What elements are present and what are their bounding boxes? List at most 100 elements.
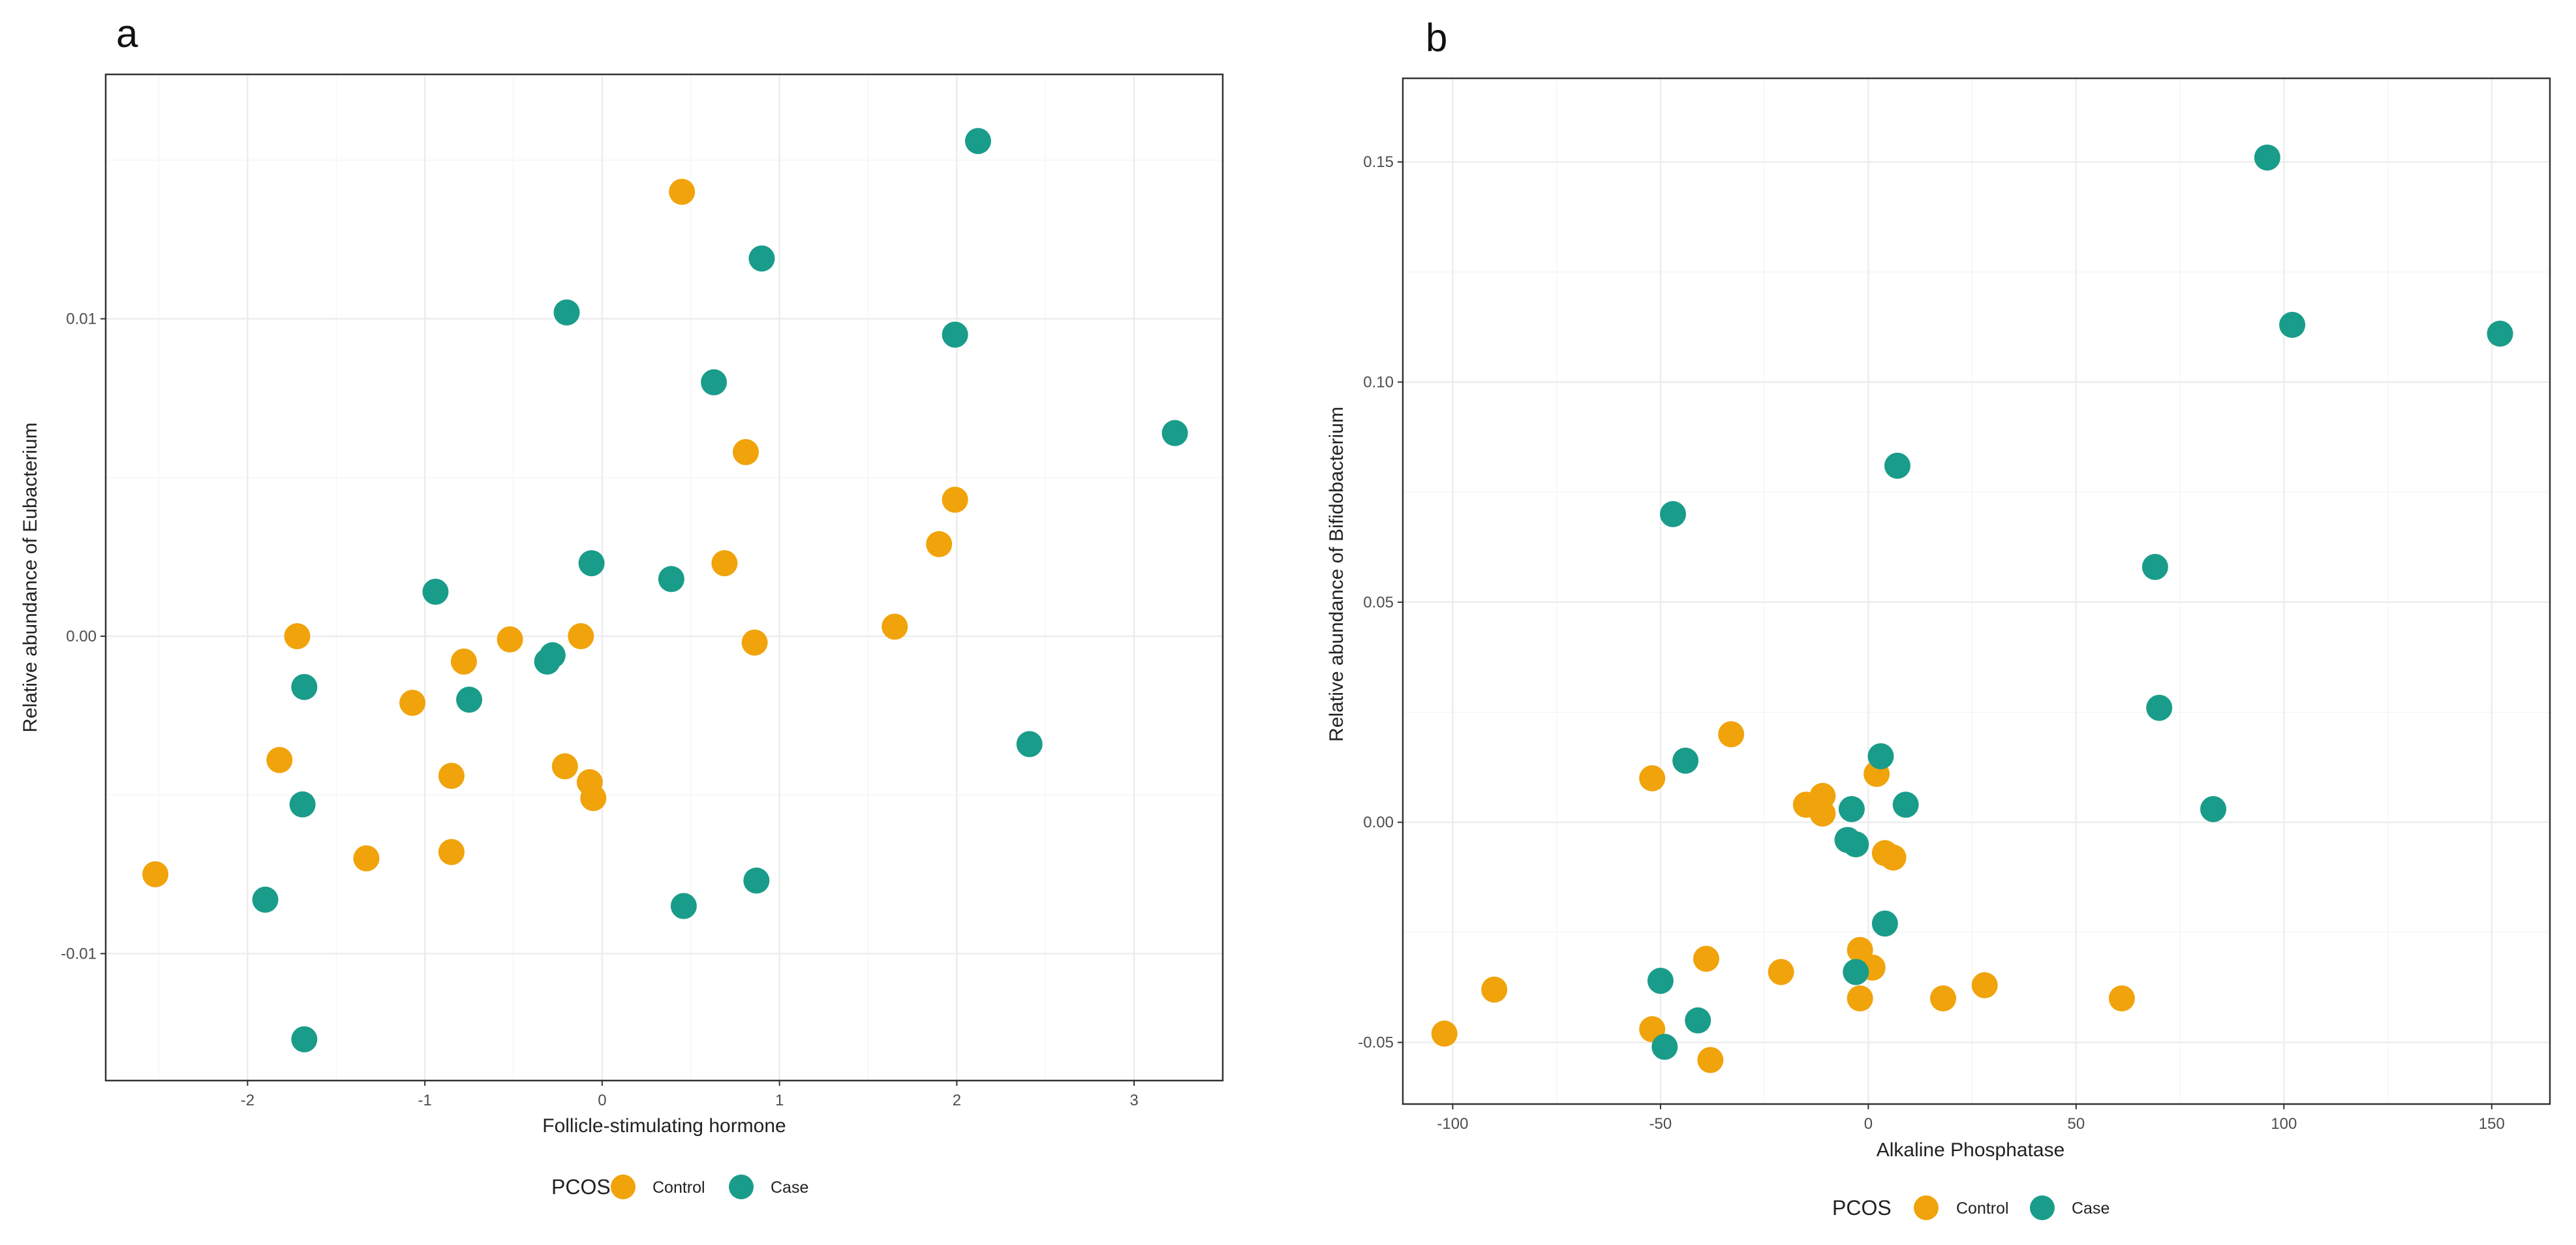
panel-b-x-axis-title: Alkaline Phosphatase: [1877, 1139, 2065, 1161]
y-tick-label: -0.05: [1358, 1034, 1394, 1052]
panel-a-points: [142, 128, 1188, 1053]
panel-a-legend-title: PCOS: [551, 1175, 611, 1199]
data-point-control: [1693, 945, 1719, 972]
x-tick-label: 100: [2271, 1115, 2297, 1133]
data-point-control: [1971, 972, 1998, 998]
data-point-control: [1718, 721, 1745, 748]
x-tick-label: 50: [2068, 1115, 2085, 1133]
data-point-control: [568, 622, 594, 649]
panel-b-legend: PCOS Control Case: [1832, 1195, 2109, 1220]
data-point-control: [438, 838, 465, 865]
data-point-control: [1431, 1021, 1458, 1047]
data-point-case: [1651, 1034, 1678, 1060]
data-point-case: [1843, 831, 1869, 857]
panel-a-legend-case-label: Case: [771, 1178, 808, 1197]
data-point-case: [1838, 795, 1865, 822]
data-point-control: [1880, 844, 1907, 871]
x-tick-label: 1: [775, 1092, 784, 1109]
y-tick-label: 0.15: [1363, 153, 1394, 171]
y-tick-label: 0.00: [66, 628, 97, 645]
panel-b-scatter-chart: -100 -50 0 50 100 150 -0.05 0.00 0.05 0.10 0.15 A…: [1326, 77, 2551, 1220]
panel-a-scatter-chart: -2 -1 0 1 2 3 -0.01 0.00 0.01 Follicle-stimulat…: [20, 73, 1224, 1199]
data-point-case: [291, 673, 318, 700]
data-point-control: [733, 438, 759, 465]
data-point-case: [422, 578, 449, 605]
x-tick-label: 0: [598, 1092, 606, 1109]
x-tick-label: -1: [418, 1092, 431, 1109]
data-point-case: [2254, 144, 2280, 171]
panel-b-points: [1431, 144, 2513, 1073]
data-point-control: [926, 530, 953, 557]
data-point-case: [701, 369, 728, 395]
data-point-control: [284, 622, 311, 649]
data-point-control: [741, 629, 768, 656]
data-point-control: [711, 550, 738, 577]
data-point-control: [266, 746, 293, 773]
data-point-case: [2200, 795, 2227, 822]
y-tick-label: 0.10: [1363, 374, 1394, 392]
data-point-case: [1867, 743, 1894, 770]
data-point-case: [2141, 553, 2168, 580]
data-point-case: [1647, 968, 1674, 994]
data-point-case: [578, 550, 605, 577]
data-point-control: [1768, 959, 1794, 985]
panel-a-letter: a: [116, 12, 138, 55]
data-point-case: [658, 566, 684, 592]
x-tick-label: -50: [1649, 1115, 1672, 1133]
data-point-control: [2108, 985, 2135, 1012]
data-point-case: [942, 321, 968, 348]
data-point-control: [1809, 800, 1836, 827]
y-tick-label: -0.01: [61, 945, 97, 962]
data-point-case: [1685, 1007, 1711, 1034]
data-point-case: [456, 686, 483, 713]
data-point-case: [1672, 747, 1699, 774]
data-point-case: [2487, 320, 2513, 347]
data-point-control: [580, 785, 607, 812]
data-point-case: [964, 128, 991, 155]
panel-a-legend-control-label: Control: [652, 1178, 705, 1197]
data-point-control: [399, 690, 426, 716]
data-point-case: [1660, 500, 1687, 527]
data-point-control: [1847, 985, 1873, 1012]
panel-b-legend-case-swatch: [2030, 1195, 2055, 1220]
data-point-case: [1892, 792, 1919, 818]
data-point-case: [1871, 910, 1898, 937]
panel-a-legend-case-swatch: [729, 1175, 754, 1199]
data-point-case: [743, 867, 770, 894]
panel-a-legend-control-swatch: [611, 1175, 636, 1199]
panel-a-x-axis-title: Follicle-stimulating hormone: [542, 1115, 786, 1137]
data-point-control: [497, 626, 523, 653]
data-point-case: [252, 886, 279, 913]
panel-b-legend-case-label: Case: [2072, 1199, 2109, 1218]
y-tick-label: 0.01: [66, 311, 97, 328]
data-point-control: [438, 763, 465, 790]
data-point-control: [551, 753, 578, 780]
data-point-control: [1481, 976, 1508, 1003]
data-point-control: [1639, 765, 1666, 792]
panel-b-plot-frame: [1402, 77, 2551, 1105]
data-point-case: [291, 1026, 318, 1053]
data-point-control: [882, 613, 908, 640]
data-point-control: [942, 486, 968, 513]
x-tick-label: 150: [2479, 1115, 2505, 1133]
panel-a-y-axis-title: Relative abundance of Eubacterium: [20, 422, 41, 732]
panel-a-y-tick-labels: -0.01 0.00 0.01: [61, 311, 97, 963]
data-point-control: [353, 845, 380, 872]
x-tick-label: -100: [1437, 1115, 1468, 1133]
panel-b-y-tick-labels: -0.05 0.00 0.05 0.10 0.15: [1358, 153, 1394, 1051]
y-tick-label: 0.00: [1363, 814, 1394, 831]
data-point-case: [1843, 959, 1869, 985]
data-point-case: [539, 642, 566, 669]
data-point-case: [2279, 311, 2306, 338]
data-point-case: [553, 299, 580, 326]
panel-b-legend-control-swatch: [1914, 1195, 1939, 1220]
data-point-case: [670, 893, 697, 919]
x-tick-label: -2: [241, 1092, 254, 1109]
data-point-control: [669, 178, 696, 205]
data-point-case: [2146, 694, 2173, 721]
x-tick-label: 3: [1129, 1092, 1138, 1109]
panel-b-gridlines: [1398, 78, 2550, 1109]
data-point-case: [289, 791, 316, 818]
data-point-case: [1016, 731, 1043, 758]
